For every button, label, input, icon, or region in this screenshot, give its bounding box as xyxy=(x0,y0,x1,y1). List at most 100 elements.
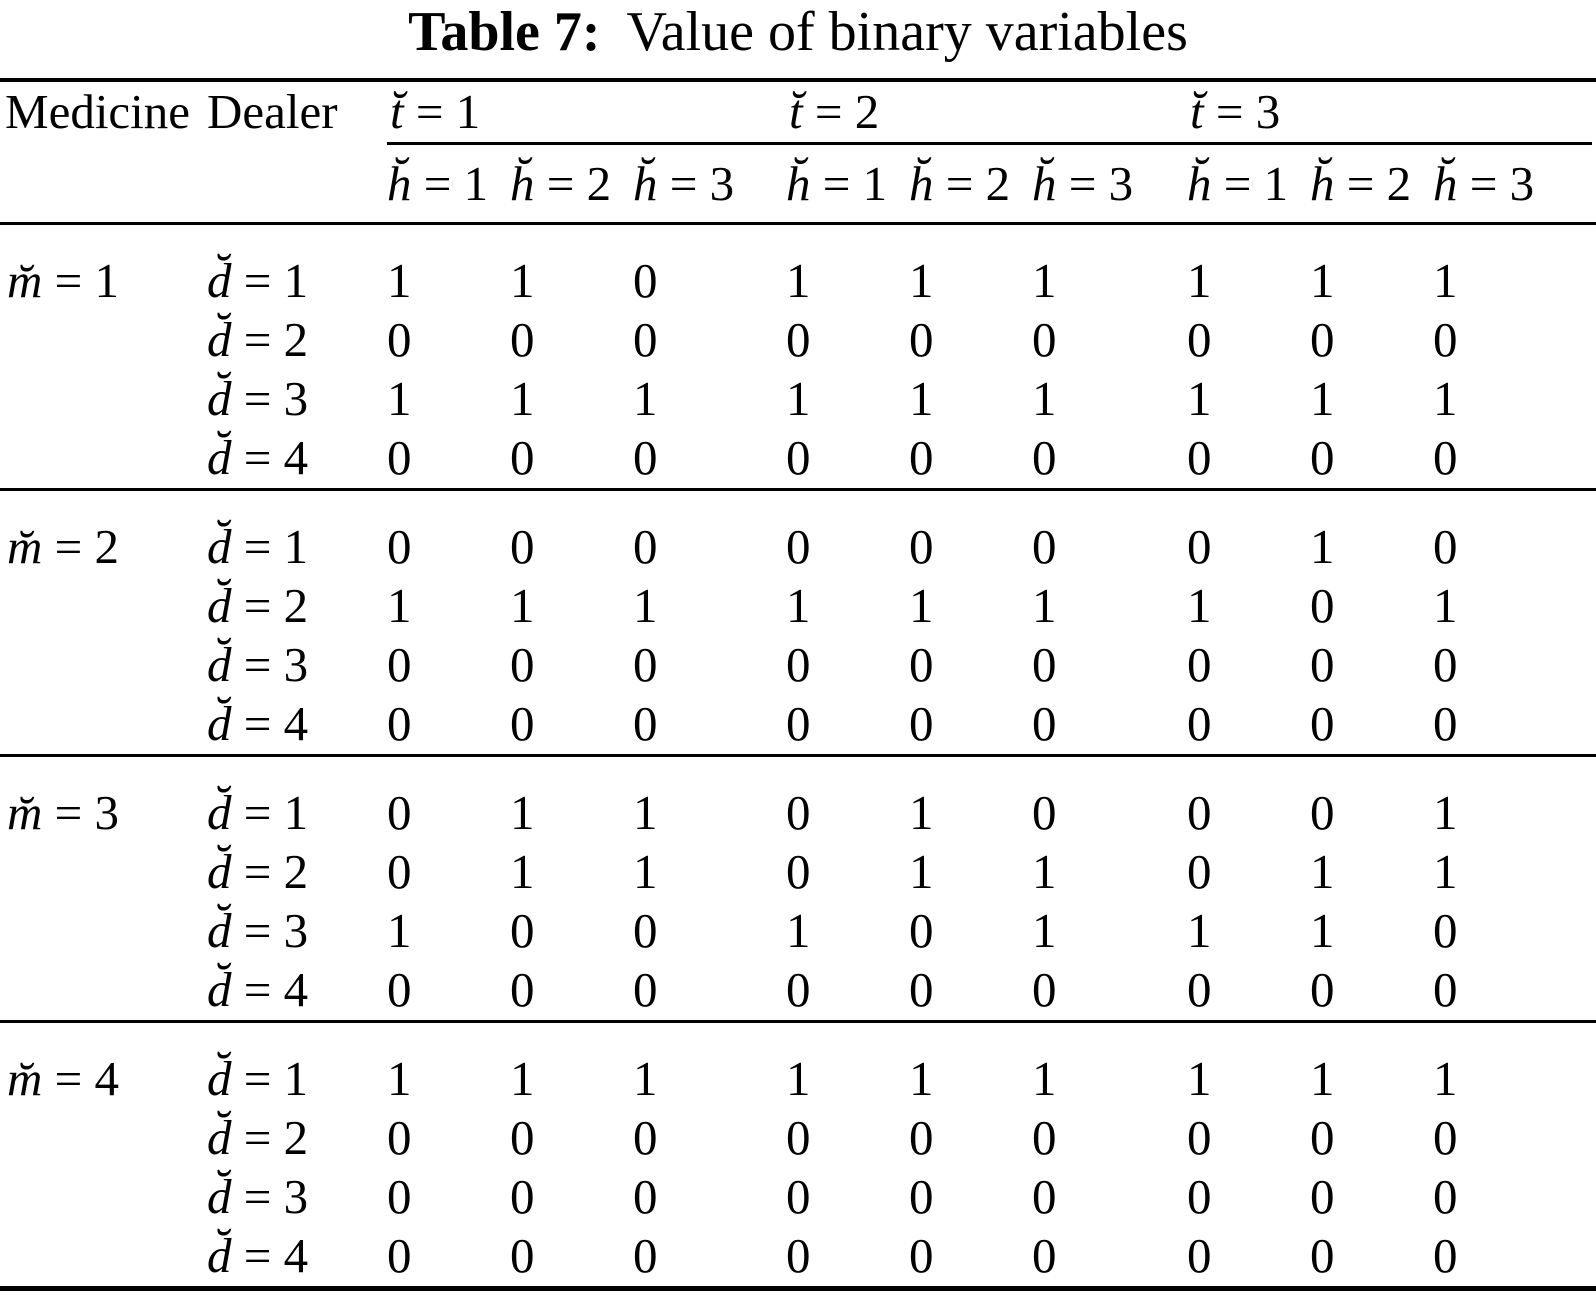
dealer-row-label-eq: = 3 xyxy=(231,1169,309,1224)
cell-value: 0 xyxy=(909,312,934,367)
cell-value: 1 xyxy=(909,844,934,899)
cell-value: 1 xyxy=(510,371,535,426)
header-h-label-eq: = 2 xyxy=(1334,156,1412,211)
cell-value: 0 xyxy=(387,312,412,367)
dealer-row-label-var: d̆ xyxy=(207,844,232,899)
medicine-group: m̆ = 2 d̆ = 1 0 0 0 0 0 0 0 1 0 d̆ = 2 1 1 1 1 1 1 1 0 1 d̆ =… xyxy=(0,491,1596,754)
cell-value: 1 xyxy=(1187,253,1212,308)
cell-value: 1 xyxy=(1032,844,1057,899)
cell-value: 1 xyxy=(909,578,934,633)
cell-value: 0 xyxy=(387,430,412,485)
cell-value: 0 xyxy=(786,312,811,367)
header-h-label-var: h̆ xyxy=(1433,156,1458,211)
header-h-label-var: h̆ xyxy=(909,156,934,211)
cell-value: 0 xyxy=(786,430,811,485)
dealer-row-label-var: d̆ xyxy=(207,696,232,751)
medicine-row-label-eq: = 3 xyxy=(42,785,120,840)
cell-value: 0 xyxy=(1187,519,1212,574)
header-h-label: h̆ = 2 xyxy=(1310,145,1433,222)
cell-value: 1 xyxy=(1032,1051,1057,1106)
group-separator-rule xyxy=(0,754,1596,757)
cell-value: 1 xyxy=(1187,903,1212,958)
dealer-row-label-var: d̆ xyxy=(207,519,232,574)
cell-value: 0 xyxy=(387,1228,412,1283)
dealer-row-label: d̆ = 4 xyxy=(197,428,387,487)
dealer-row-label: d̆ = 4 xyxy=(197,694,387,753)
header-h-label: h̆ = 3 xyxy=(633,145,756,222)
cell-value: 0 xyxy=(909,637,934,692)
medicine-row-label-eq: = 4 xyxy=(42,1051,120,1106)
header-row-1: Medicine Dealer t̆ = 1 t̆ = 2 t̆ = 3 xyxy=(0,82,1596,142)
dealer-row-label-var: d̆ xyxy=(207,1110,232,1165)
cell-value: 0 xyxy=(786,519,811,574)
cell-value: 0 xyxy=(633,962,658,1017)
dealer-row-label-var: d̆ xyxy=(207,312,232,367)
header-h-label-var: h̆ xyxy=(1310,156,1335,211)
dealer-row-label-var: d̆ xyxy=(207,962,232,1017)
dealer-row-label: d̆ = 3 xyxy=(197,1167,387,1226)
dealer-row-label: d̆ = 1 xyxy=(197,783,387,842)
cell-value: 0 xyxy=(387,637,412,692)
table-title-label: Table 7: xyxy=(408,1,601,63)
cell-value: 1 xyxy=(387,371,412,426)
cell-value: 0 xyxy=(1187,844,1212,899)
cell-value: 0 xyxy=(1310,962,1335,1017)
cell-value: 0 xyxy=(510,962,535,1017)
cell-value: 0 xyxy=(1187,1228,1212,1283)
cell-value: 0 xyxy=(1433,519,1458,574)
cell-value: 0 xyxy=(1187,637,1212,692)
cell-value: 0 xyxy=(909,962,934,1017)
cell-value: 1 xyxy=(1433,578,1458,633)
cell-value: 0 xyxy=(387,519,412,574)
dealer-row-label-eq: = 2 xyxy=(231,1110,309,1165)
dealer-row-label: d̆ = 2 xyxy=(197,310,387,369)
dealer-row-label: d̆ = 1 xyxy=(197,1049,387,1108)
cell-value: 1 xyxy=(1433,253,1458,308)
header-h-label-eq: = 3 xyxy=(657,156,735,211)
cell-value: 0 xyxy=(786,962,811,1017)
cell-value: 0 xyxy=(510,696,535,751)
cell-value: 0 xyxy=(1310,1110,1335,1165)
cell-value: 0 xyxy=(909,1169,934,1224)
top-rule xyxy=(0,78,1596,82)
dealer-row-label-var: d̆ xyxy=(207,578,232,633)
dealer-row-label-var: d̆ xyxy=(207,1228,232,1283)
medicine-row-label-eq: = 1 xyxy=(42,253,120,308)
cell-value: 0 xyxy=(1032,519,1057,574)
cell-value: 0 xyxy=(786,785,811,840)
cell-value: 0 xyxy=(1032,1110,1057,1165)
cell-value: 0 xyxy=(633,1169,658,1224)
cell-value: 0 xyxy=(633,430,658,485)
dealer-row-label-var: d̆ xyxy=(207,1169,232,1224)
cell-value: 0 xyxy=(909,696,934,751)
dealer-row-label-eq: = 1 xyxy=(231,785,309,840)
cell-value: 0 xyxy=(1310,696,1335,751)
header-h-label: h̆ = 3 xyxy=(1032,145,1155,222)
cell-value: 1 xyxy=(1187,1051,1212,1106)
header-row-2: h̆ = 1 h̆ = 2 h̆ = 3 h̆ = 1 h̆ = 2 h̆ = 3 h̆ =… xyxy=(0,145,1596,222)
medicine-row-label: m̆ = 4 xyxy=(0,1049,197,1108)
cell-value: 0 xyxy=(1032,1228,1057,1283)
dealer-row-label-eq: = 3 xyxy=(231,371,309,426)
cell-value: 0 xyxy=(510,637,535,692)
dealer-row-label-eq: = 2 xyxy=(231,312,309,367)
cell-value: 0 xyxy=(387,696,412,751)
dealer-row-label-eq: = 1 xyxy=(231,1051,309,1106)
group-separator-rule xyxy=(0,488,1596,491)
cell-value: 0 xyxy=(1032,696,1057,751)
cell-value: 1 xyxy=(1187,371,1212,426)
cell-value: 0 xyxy=(1310,312,1335,367)
dealer-row-label: d̆ = 3 xyxy=(197,901,387,960)
medicine-row-label-var: m̆ xyxy=(7,253,43,308)
cell-value: 1 xyxy=(1187,578,1212,633)
header-t-label-var: t̆ xyxy=(1190,84,1204,139)
cell-value: 0 xyxy=(1187,785,1212,840)
